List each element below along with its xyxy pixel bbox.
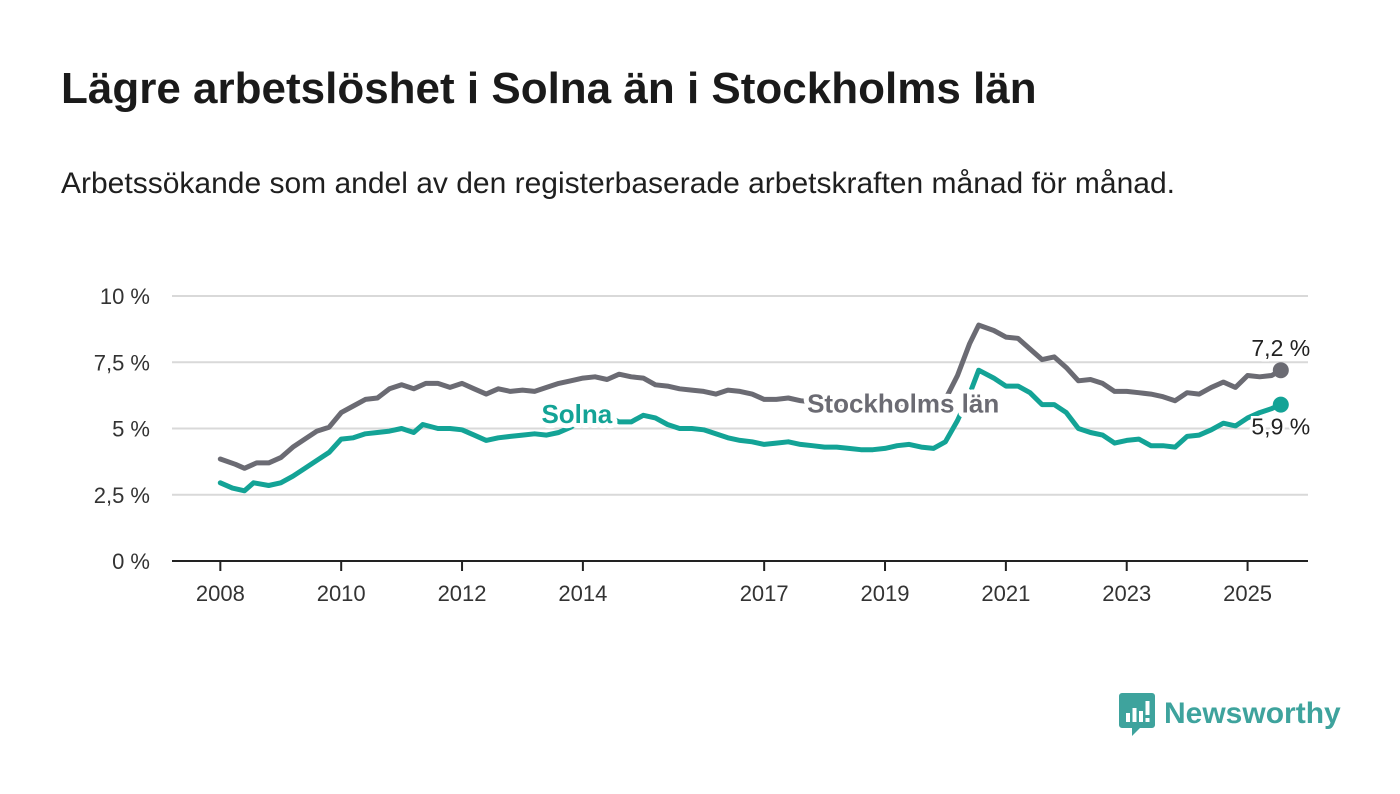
series-name-label: Stockholms län [807,388,999,418]
end-point-solna [1272,396,1289,413]
end-point-stockholms-l-n [1272,362,1289,379]
x-tick-label: 2025 [1223,581,1272,606]
y-tick-label: 10 % [100,284,150,309]
brand-name: Newsworthy [1164,697,1341,730]
series-line-solna [217,367,1284,494]
x-tick-label: 2014 [558,581,607,606]
series-lines [217,322,1289,494]
chart-title: Lägre arbetslöshet i Solna än i Stockhol… [61,64,1037,113]
x-tick-label: 2021 [981,581,1030,606]
chart-subtitle: Arbetssökande som andel av den registerb… [61,167,1175,200]
end-value-label: 5,9 % [1251,414,1310,440]
series-line-stockholms-l-n [217,322,1284,471]
newsworthy-logo-icon [1119,693,1155,736]
x-tick-label: 2008 [196,581,245,606]
y-tick-label: 7,5 % [94,350,150,375]
series-labels: 7,2 % 5,9 % Solna Stockholms län [536,333,1312,442]
end-value-label: 7,2 % [1251,335,1310,361]
gridlines [172,295,1308,562]
y-tick-label: 5 % [112,417,150,442]
x-tick-label: 2019 [861,581,910,606]
newsworthy-brand: Newsworthy [1118,690,1341,738]
axis-ticks: 0 % 2,5 % 5 % 7,5 % 10 % 2008 2010 2012 2014 2017… [94,284,1272,606]
x-tick-label: 2023 [1102,581,1151,606]
x-tick-label: 2017 [740,581,789,606]
y-tick-label: 0 % [112,549,150,574]
series-name-label: Solna [541,399,612,429]
y-tick-label: 2,5 % [94,483,150,508]
x-tick-label: 2010 [317,581,366,606]
x-tick-label: 2012 [438,581,487,606]
